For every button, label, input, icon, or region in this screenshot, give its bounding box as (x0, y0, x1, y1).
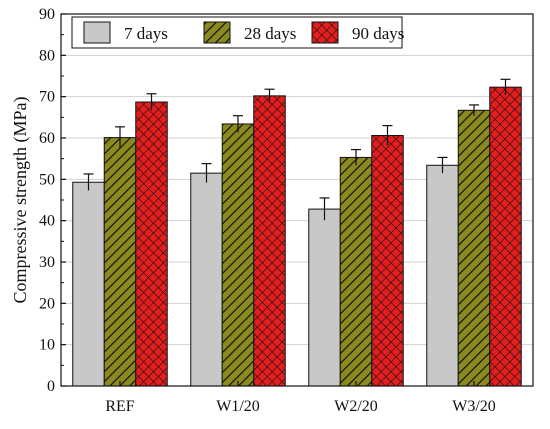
bar-7-days-REF (72, 181, 105, 387)
bar-7-days-W2-20 (308, 208, 341, 387)
y-tick-label: 20 (39, 295, 55, 312)
y-tick-label: 10 (39, 337, 55, 354)
bar-7-days-W3-20 (426, 164, 459, 387)
bar-90-days-W1-20 (253, 95, 286, 387)
x-axis: REF W1/20 W2/20 W3/20 (105, 381, 496, 415)
bar-90-days-REF (135, 101, 168, 387)
legend-swatch (203, 21, 231, 44)
y-axis: 0 10 20 30 40 50 60 70 80 90 (39, 6, 66, 395)
bar-90-days-W3-20 (489, 86, 522, 387)
bars (72, 86, 522, 387)
y-tick-label: 70 (39, 89, 55, 106)
y-tick-label: 60 (39, 130, 55, 147)
legend-label: 28 days (244, 24, 296, 43)
y-tick-label: 0 (47, 378, 55, 395)
y-tick-label: 30 (39, 254, 55, 271)
bar-28-days-REF (103, 137, 137, 387)
bar-28-days-W3-20 (457, 109, 491, 387)
y-tick-label: 90 (39, 6, 55, 23)
y-tick-label: 80 (39, 47, 55, 64)
y-tick-label: 50 (39, 171, 55, 188)
legend-label: 7 days (124, 24, 168, 43)
legend-box (71, 16, 403, 49)
legend-swatch (83, 21, 111, 44)
y-tick-label: 40 (39, 213, 55, 230)
bar-28-days-W1-20 (221, 123, 255, 387)
x-tick-label: REF (105, 398, 134, 415)
legend: 7 days 28 days 90 days (71, 16, 404, 49)
bar-7-days-W1-20 (190, 172, 223, 387)
x-tick-label: W1/20 (216, 398, 260, 415)
bar-28-days-W2-20 (339, 156, 373, 387)
y-axis-title: Compressive strength (MPa) (10, 97, 31, 304)
legend-swatch (311, 21, 339, 44)
bar-90-days-W2-20 (371, 135, 404, 387)
legend-label: 90 days (352, 24, 404, 43)
error-bars (83, 78, 511, 221)
x-tick-label: W2/20 (334, 398, 378, 415)
x-tick-label: W3/20 (452, 398, 496, 415)
